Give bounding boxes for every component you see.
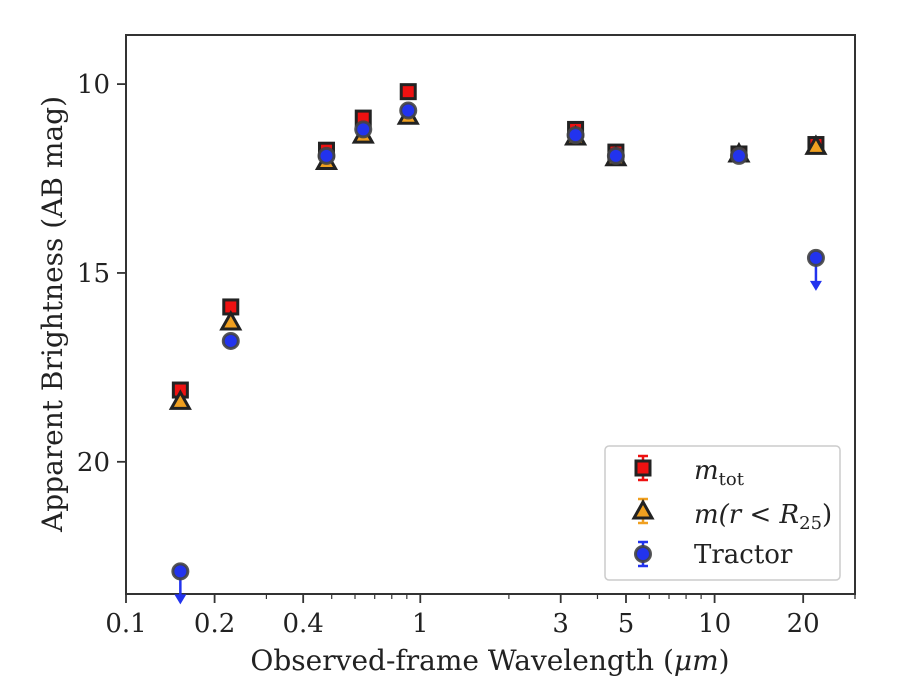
m_r25-point <box>168 389 192 410</box>
y-tick-label: 20 <box>77 448 110 478</box>
legend-marker-tractor <box>634 545 652 563</box>
tractor-point <box>171 562 190 581</box>
legend-m-r25-sub: 25 <box>799 513 822 534</box>
data-points <box>168 83 828 605</box>
y-tick-label: 15 <box>77 259 110 289</box>
tractor-point <box>354 120 373 139</box>
tractor-point <box>317 146 336 165</box>
tractor-point <box>606 146 625 165</box>
legend-m-tot-main: m <box>694 456 719 486</box>
legend-m-tot-sub: tot <box>719 469 745 490</box>
tractor-point <box>399 101 418 120</box>
x-axis-label-suffix: ) <box>719 644 730 677</box>
m_r25-point <box>804 134 828 155</box>
x-axis-label-prefix: Observed-frame Wavelength ( <box>250 644 673 677</box>
x-tick-label: 3 <box>552 609 569 639</box>
legend-m-r25-end: ) <box>822 500 832 530</box>
upper-limit-arrowhead <box>809 280 822 291</box>
x-tick-label: 0.1 <box>105 609 146 639</box>
m_r25-point <box>219 309 243 331</box>
x-axis-label: Observed-frame Wavelength (μm) <box>250 644 729 677</box>
tractor-point <box>729 146 748 165</box>
tractor-point <box>566 126 585 145</box>
axis-ticks: 0.1 0.2 0.4 1 3 5 10 20 10 15 20 <box>77 70 856 639</box>
legend-marker-m_tot <box>634 459 652 477</box>
tractor-point <box>806 248 825 267</box>
legend-m-r25-main: m(r < R <box>694 500 799 530</box>
x-axis-label-unit: μm <box>674 644 719 677</box>
legend: mtot m(r < R25) Tractor <box>604 445 841 581</box>
y-axis-label: Apparent Brightness (AB mag) <box>36 96 69 533</box>
upper-limit-arrowhead <box>174 594 187 605</box>
legend-markers <box>631 454 655 568</box>
legend-label-m-tot: mtot <box>694 456 745 490</box>
x-tick-label: 0.2 <box>194 609 235 639</box>
legend-box <box>604 445 841 581</box>
y-tick-label: 10 <box>77 70 110 100</box>
m_tot-point <box>399 83 417 101</box>
legend-label-m-r25: m(r < R25) <box>694 500 832 534</box>
x-tick-label: 20 <box>787 609 820 639</box>
legend-marker-m_r25 <box>631 498 655 520</box>
x-tick-label: 10 <box>698 609 731 639</box>
tractor-point <box>221 331 240 350</box>
legend-label-tractor: Tractor <box>694 540 793 570</box>
plot-frame <box>125 34 856 595</box>
x-tick-label: 0.4 <box>283 609 324 639</box>
x-tick-label: 1 <box>412 609 429 639</box>
x-tick-label: 5 <box>618 609 635 639</box>
